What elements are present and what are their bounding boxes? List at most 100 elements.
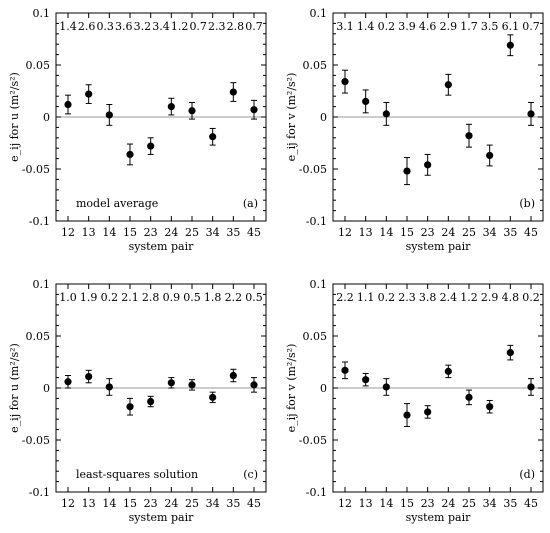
data-point (382, 110, 390, 118)
data-point (188, 381, 196, 389)
top-value-label: 3.4 (152, 20, 170, 33)
data-point (85, 372, 93, 381)
y-tick-label: -0.05 (22, 163, 50, 176)
data-point (486, 151, 494, 160)
top-value-label: 0.2 (378, 291, 396, 304)
x-tick-label: 13 (82, 226, 96, 239)
x-tick-label: 13 (359, 226, 373, 239)
panel-tag: (b) (519, 197, 535, 210)
top-value-label: 3.1 (336, 20, 354, 33)
top-value-label: 3.8 (419, 291, 437, 304)
y-tick-label: 0.05 (303, 330, 328, 343)
data-point (147, 397, 155, 406)
x-tick-label: 13 (82, 497, 96, 510)
data-point (341, 78, 349, 86)
top-value-label: 0.7 (522, 20, 540, 33)
x-tick-label: 45 (524, 226, 538, 239)
x-tick-label: 25 (185, 497, 199, 510)
data-point (527, 110, 535, 118)
x-tick-label: 24 (164, 497, 178, 510)
x-tick-label: 15 (400, 497, 414, 510)
panel-annotation: model average (76, 197, 158, 210)
y-tick-label: -0.1 (306, 215, 327, 228)
y-axis-label: e_ij for v (m²/s²) (285, 344, 298, 433)
x-tick-label: 34 (206, 226, 220, 239)
top-value-label: 2.9 (440, 20, 458, 33)
data-point (147, 142, 155, 150)
data-point (105, 383, 113, 391)
x-tick-label: 14 (102, 226, 116, 239)
x-tick-label: 34 (483, 226, 497, 239)
data-point (167, 379, 175, 387)
data-point (444, 81, 452, 89)
data-point (506, 41, 514, 49)
x-tick-label: 23 (144, 497, 158, 510)
data-point (382, 383, 390, 391)
data-point (64, 100, 72, 109)
x-tick-label: 14 (102, 497, 116, 510)
x-tick-label: 34 (206, 497, 220, 510)
x-tick-label: 15 (400, 226, 414, 239)
x-tick-label: 13 (359, 497, 373, 510)
top-value-label: 2.2 (336, 291, 354, 304)
top-value-label: 0.2 (522, 291, 540, 304)
panel-d: -0.1 -0.05 0 0.05 0.1 12 13 14 15 23 24 25 34 35 45 2.2… (285, 278, 544, 524)
data-point (126, 403, 134, 411)
top-value-label: 1.2 (460, 291, 478, 304)
data-point (362, 97, 370, 105)
data-point (403, 411, 411, 419)
top-value-label: 1.4 (357, 20, 375, 33)
top-value-label: 2.4 (440, 291, 458, 304)
x-tick-label: 15 (123, 497, 137, 510)
top-value-label: 2.8 (142, 291, 160, 304)
y-tick-label: 0 (320, 111, 327, 124)
data-point (64, 378, 72, 386)
data-point (209, 133, 217, 141)
top-value-label: 6.1 (502, 20, 520, 33)
x-tick-label: 23 (421, 226, 435, 239)
data-point (209, 393, 217, 401)
data-point (85, 90, 93, 98)
data-point (486, 403, 494, 411)
x-tick-label: 15 (123, 226, 137, 239)
x-tick-label: 23 (144, 226, 158, 239)
data-point (362, 376, 370, 384)
x-tick-label: 35 (226, 497, 240, 510)
data-point (506, 349, 514, 357)
data-point (444, 367, 452, 375)
x-tick-label: 24 (164, 226, 178, 239)
top-value-label: 3.2 (134, 20, 152, 33)
top-value-label: 1.2 (171, 20, 189, 33)
x-axis-label: system pair (406, 511, 471, 524)
data-point (167, 103, 175, 111)
panel-tag: (c) (243, 468, 258, 481)
data-point (229, 371, 237, 380)
x-tick-label: 23 (421, 497, 435, 510)
y-tick-label: 0.1 (310, 7, 328, 20)
y-tick-label: -0.05 (299, 434, 327, 447)
x-tick-label: 34 (483, 497, 497, 510)
data-point (403, 167, 411, 175)
x-tick-label: 12 (61, 226, 75, 239)
x-tick-label: 35 (503, 497, 517, 510)
x-axis-label: system pair (129, 511, 194, 524)
data-point (424, 408, 432, 416)
data-point (527, 383, 535, 391)
x-tick-label: 45 (524, 497, 538, 510)
y-tick-label: 0.05 (303, 59, 328, 72)
top-value-label: 1.9 (80, 291, 98, 304)
top-value-label: 1.7 (460, 20, 478, 33)
data-point (229, 88, 237, 96)
top-value-label: 3.9 (398, 20, 416, 33)
data-point (105, 111, 113, 119)
x-tick-label: 35 (503, 226, 517, 239)
x-tick-label: 25 (462, 497, 476, 510)
y-axis-label: e_ij for u (m²/s²) (8, 72, 21, 162)
top-value-label: 0.9 (163, 291, 181, 304)
x-tick-label: 14 (379, 226, 393, 239)
top-value-label: 0.7 (245, 20, 263, 33)
top-value-label: 3.6 (115, 20, 133, 33)
y-tick-label: -0.05 (22, 434, 50, 447)
x-tick-label: 24 (441, 497, 455, 510)
data-point (126, 150, 134, 159)
